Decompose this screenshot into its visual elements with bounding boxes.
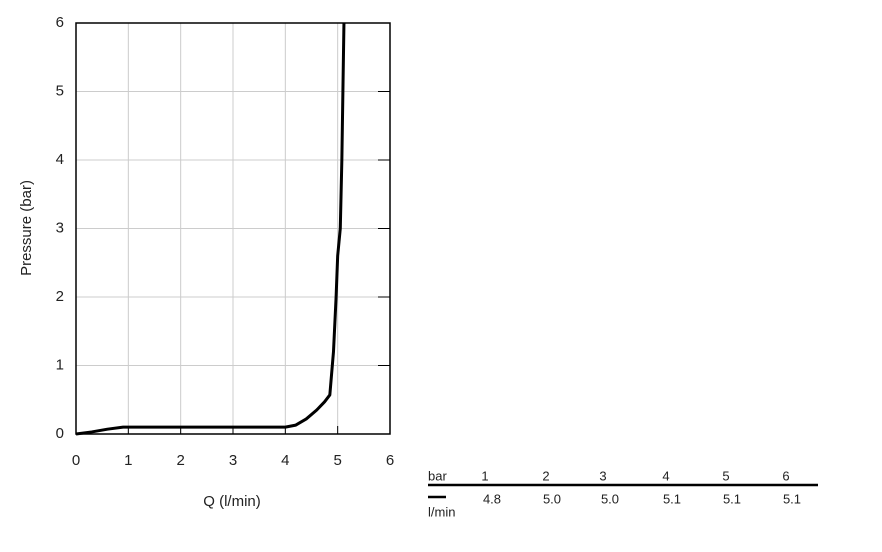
- table-header: 4: [662, 468, 669, 483]
- table-header-label: bar: [428, 468, 447, 483]
- x-tick-label: 0: [72, 452, 80, 469]
- table-header: 3: [599, 468, 606, 483]
- table-value: 5.0: [543, 491, 561, 506]
- x-tick-label: 6: [386, 452, 394, 469]
- x-tick-label: 1: [124, 452, 132, 469]
- x-tick-label: 3: [229, 452, 237, 469]
- table-row-label: l/min: [428, 504, 455, 519]
- table-value: 5.1: [783, 491, 801, 506]
- y-axis-label: Pressure (bar): [18, 180, 35, 276]
- table-value: 5.1: [663, 491, 681, 506]
- table-header: 1: [481, 468, 488, 483]
- x-tick-label: 4: [281, 452, 289, 469]
- y-tick-label: 4: [56, 151, 64, 168]
- x-axis-label: Q (l/min): [203, 493, 261, 510]
- x-tick-label: 2: [176, 452, 184, 469]
- table-header: 5: [722, 468, 729, 483]
- table-value: 4.8: [483, 491, 501, 506]
- y-tick-label: 1: [56, 356, 64, 373]
- table-value: 5.0: [601, 491, 619, 506]
- y-tick-label: 6: [56, 14, 64, 31]
- y-tick-label: 5: [56, 82, 64, 99]
- y-tick-label: 3: [56, 219, 64, 236]
- x-tick-label: 5: [333, 452, 341, 469]
- data-line: [75, 22, 346, 436]
- table-header: 6: [782, 468, 789, 483]
- y-tick-label: 0: [56, 425, 64, 442]
- plot-frame: [75, 22, 391, 435]
- table-value: 5.1: [723, 491, 741, 506]
- y-tick-label: 2: [56, 288, 64, 305]
- table-header: 2: [542, 468, 549, 483]
